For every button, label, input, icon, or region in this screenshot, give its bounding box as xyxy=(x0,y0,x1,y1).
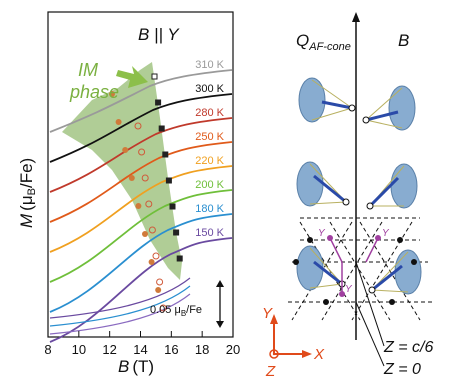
transition-open-marker xyxy=(134,122,142,130)
temperature-labels: 310 K 300 K 280 K 250 K 220 K 200 K 180 K 150 K xyxy=(195,59,224,239)
series-label: 310 K xyxy=(195,59,224,71)
x-tick-label: 16 xyxy=(164,342,178,357)
x-tick-label: 20 xyxy=(226,342,240,357)
series-line xyxy=(49,213,233,313)
transition-square-marker xyxy=(176,255,183,262)
transition-square-marker xyxy=(173,229,180,236)
x-tick-label: 10 xyxy=(72,342,86,357)
fe-site-markers xyxy=(293,237,417,305)
scale-bar-up-icon xyxy=(216,280,224,287)
transition-square-marker xyxy=(165,177,172,184)
transition-open-marker xyxy=(148,226,156,234)
y-site-label: Y xyxy=(345,284,353,295)
spin-cone xyxy=(362,85,416,131)
spin-cone xyxy=(296,245,346,291)
triad-x-label: X xyxy=(313,346,325,363)
transition-open-marker xyxy=(159,304,167,312)
transition-open-marker xyxy=(141,174,149,182)
transition-open-marker xyxy=(145,200,153,208)
x-tick-label: 8 xyxy=(44,342,51,357)
transition-dot-marker xyxy=(128,175,135,181)
z-label-c6: Z = c/6 xyxy=(383,339,433,356)
z-axis-dot-icon xyxy=(269,349,279,359)
scale-bar-label: 0.05 μB/Fe xyxy=(150,304,202,318)
low-field-tail xyxy=(49,285,191,327)
low-field-tail xyxy=(49,293,191,335)
transition-dot-marker xyxy=(142,231,148,237)
y-site-markers: Y Y Y xyxy=(318,228,390,297)
transition-dot-marker xyxy=(148,259,155,265)
im-phase-region xyxy=(62,62,182,280)
vertical-axis-arrow-icon xyxy=(352,12,360,22)
transition-open-marker xyxy=(156,278,164,286)
transition-open-marker xyxy=(152,252,160,260)
y-axis-label: M(μB/Fe) xyxy=(17,158,38,228)
x-tick-labels: 8 10 12 14 16 18 20 xyxy=(44,331,240,357)
leader-line xyxy=(355,301,385,367)
phase-label-im: IM xyxy=(78,60,98,80)
series-line xyxy=(49,93,233,163)
phase-label-phase: phase xyxy=(69,82,119,102)
series-label: 180 K xyxy=(195,203,224,215)
spin-cone xyxy=(298,77,356,123)
y-axis-arrow-icon xyxy=(270,314,278,324)
series-line xyxy=(49,69,233,133)
field-direction-label: B || Y xyxy=(138,25,180,44)
series-label: 150 K xyxy=(195,227,224,239)
spin-cone xyxy=(296,161,350,207)
transition-dot-marker xyxy=(115,119,122,125)
triad-z-label: Z xyxy=(265,363,276,380)
magnetization-plot: IM phase B || Y 310 K 300 K 280 K 250 K 220 … xyxy=(17,11,240,376)
transition-square-marker xyxy=(162,151,169,158)
y-site-label: Y xyxy=(382,228,390,239)
transition-square-marker xyxy=(151,73,158,80)
z-label-0: Z = 0 xyxy=(383,361,421,378)
transition-dot-marker xyxy=(155,287,162,293)
scale-bar-down-icon xyxy=(216,321,224,328)
transition-square-marker xyxy=(158,125,165,132)
series-line xyxy=(49,141,233,223)
series-line xyxy=(49,117,233,193)
axis-triad: Y X Z xyxy=(262,305,325,380)
y-site-label: Y xyxy=(318,228,326,239)
series-label: 280 K xyxy=(195,107,224,119)
low-field-tail xyxy=(49,277,191,319)
x-tick-label: 14 xyxy=(133,342,147,357)
transition-markers xyxy=(109,73,183,312)
series-label: 250 K xyxy=(195,131,224,143)
x-tick-label: 12 xyxy=(102,342,116,357)
transition-dot-marker xyxy=(122,147,129,153)
x-axis-label: B (T) xyxy=(118,357,154,376)
q-cone-label: QAF-cone xyxy=(296,31,351,53)
series-label: 200 K xyxy=(195,179,224,191)
series-line xyxy=(49,189,233,283)
transition-square-marker xyxy=(169,203,176,210)
triad-y-label: Y xyxy=(262,305,273,322)
b-field-label: B xyxy=(398,31,409,50)
spin-cone xyxy=(368,249,422,295)
im-arrow-icon xyxy=(116,66,148,88)
spin-structure-diagram: QAF-cone B xyxy=(262,12,433,380)
leader-line xyxy=(355,261,385,347)
series-label: 220 K xyxy=(195,155,224,167)
x-tick-label: 18 xyxy=(195,342,209,357)
magnetization-curves xyxy=(49,69,233,343)
series-label: 300 K xyxy=(195,83,224,95)
transition-square-marker xyxy=(155,99,162,106)
transition-dot-marker xyxy=(135,203,142,209)
transition-dot-marker xyxy=(109,91,115,97)
transition-open-marker xyxy=(138,148,146,156)
series-line xyxy=(49,165,233,253)
x-axis-arrow-icon xyxy=(302,350,312,358)
spin-cone xyxy=(366,163,418,210)
